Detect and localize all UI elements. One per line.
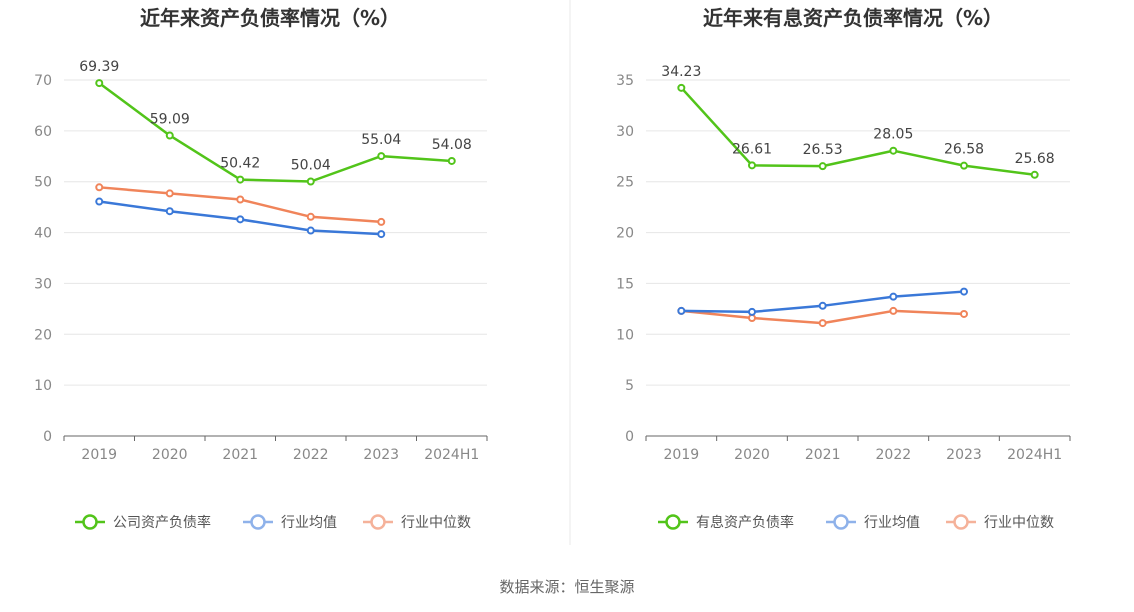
legend-label: 行业均值 [281, 515, 337, 531]
data-label: 28.05 [873, 127, 913, 143]
series-line [680, 86, 1035, 177]
data-point[interactable] [236, 175, 245, 184]
data-point[interactable] [377, 230, 386, 239]
data-label: 55.04 [361, 132, 401, 148]
data-point[interactable] [377, 217, 386, 226]
data-point[interactable] [748, 307, 756, 316]
legend-marker [370, 514, 386, 530]
x-tick-label: 2021 [222, 447, 258, 463]
y-tick-label: 10 [34, 378, 52, 394]
data-label: 50.04 [291, 158, 331, 174]
x-tick-label: 2024H1 [1007, 447, 1062, 463]
data-point[interactable] [447, 156, 456, 165]
legend-item[interactable]: 行业中位数 [946, 514, 1054, 531]
data-label: 26.58 [944, 142, 984, 158]
data-point[interactable] [889, 292, 898, 301]
legend-label: 有息资产负债率 [696, 514, 794, 531]
data-point[interactable] [236, 215, 245, 224]
legend-label: 行业中位数 [984, 515, 1054, 531]
legend-label: 公司资产负债率 [113, 514, 211, 531]
debt-ratio-chart: 近年来资产负债率情况（%） 0 10 20 30 40 50 60 70 2019 2020 202… [34, 6, 488, 531]
legend-marker [82, 514, 98, 530]
data-point[interactable] [377, 152, 386, 161]
legend-item[interactable]: 有息资产负债率 [658, 514, 794, 531]
y-tick-label: 0 [43, 429, 52, 445]
data-point[interactable] [748, 314, 756, 323]
x-tick-label: 2020 [734, 447, 770, 463]
legend-marker [833, 514, 849, 530]
y-tick-label: 25 [616, 175, 634, 191]
y-tick-label: 30 [34, 276, 52, 292]
data-label: 50.42 [220, 156, 260, 172]
legend-label: 行业均值 [864, 515, 920, 531]
data-point[interactable] [818, 319, 827, 328]
data-point[interactable] [1030, 170, 1039, 179]
x-tick-label: 2022 [876, 447, 912, 463]
data-point[interactable] [818, 162, 827, 171]
legend-item[interactable]: 行业中位数 [363, 514, 471, 531]
data-point[interactable] [95, 79, 104, 88]
chart-title: 近年来有息资产负债率情况（%） [703, 6, 1003, 30]
x-tick-label: 2022 [293, 447, 329, 463]
data-point[interactable] [748, 161, 756, 170]
data-point[interactable] [95, 183, 104, 192]
data-point[interactable] [677, 306, 686, 315]
legend-marker [665, 514, 681, 530]
data-point[interactable] [960, 309, 968, 318]
x-tick-label: 2021 [805, 447, 841, 463]
y-tick-label: 35 [616, 73, 634, 89]
data-point[interactable] [960, 287, 968, 296]
data-point[interactable] [889, 146, 898, 155]
data-point[interactable] [818, 301, 827, 310]
x-tick-label: 2023 [946, 447, 982, 463]
legend: 公司资产负债率 行业均值 行业中位数 [75, 514, 471, 531]
y-tick-label: 20 [34, 327, 52, 343]
interest-bearing-debt-ratio-chart: 近年来有息资产负债率情况（%） 0 5 10 15 20 25 30 35 2019 2020 20… [616, 6, 1071, 531]
legend-item[interactable]: 公司资产负债率 [75, 514, 211, 531]
data-point[interactable] [306, 212, 315, 221]
data-label: 34.23 [661, 64, 701, 80]
legend-marker [953, 514, 969, 530]
y-tick-label: 15 [616, 276, 634, 292]
legend-label: 行业中位数 [401, 515, 471, 531]
data-point[interactable] [165, 207, 174, 216]
y-tick-label: 20 [616, 226, 634, 242]
x-tick-label: 2020 [152, 447, 188, 463]
data-label: 25.68 [1015, 151, 1055, 167]
x-tick-label: 2024H1 [424, 447, 479, 463]
x-tick-label: 2019 [81, 447, 117, 463]
data-point[interactable] [677, 83, 686, 92]
series-line [98, 82, 452, 183]
data-label: 54.08 [432, 137, 472, 153]
y-tick-label: 10 [616, 327, 634, 343]
data-point[interactable] [960, 161, 968, 170]
y-tick-label: 5 [625, 378, 634, 394]
y-tick-label: 60 [34, 124, 52, 140]
x-tick-label: 2023 [363, 447, 399, 463]
data-point[interactable] [95, 197, 104, 206]
chart-title: 近年来资产负债率情况（%） [140, 6, 400, 30]
y-tick-label: 50 [34, 175, 52, 191]
legend-marker [250, 514, 266, 530]
data-source: 数据来源：恒生聚源 [499, 578, 634, 596]
data-point[interactable] [306, 226, 315, 235]
legend: 有息资产负债率 行业均值 行业中位数 [658, 514, 1054, 531]
data-label: 26.53 [803, 142, 843, 158]
data-label: 26.61 [732, 141, 772, 157]
legend-item[interactable]: 行业均值 [243, 514, 337, 531]
y-tick-label: 40 [34, 226, 52, 242]
data-point[interactable] [165, 131, 174, 140]
y-tick-label: 70 [34, 73, 52, 89]
data-point[interactable] [236, 195, 245, 204]
data-point[interactable] [165, 189, 174, 198]
legend-item[interactable]: 行业均值 [826, 514, 920, 531]
y-tick-label: 0 [625, 429, 634, 445]
data-label: 69.39 [79, 59, 119, 75]
data-point[interactable] [889, 306, 898, 315]
y-tick-label: 30 [616, 124, 634, 140]
data-point[interactable] [306, 177, 315, 186]
x-tick-label: 2019 [664, 447, 700, 463]
data-label: 59.09 [150, 111, 190, 127]
